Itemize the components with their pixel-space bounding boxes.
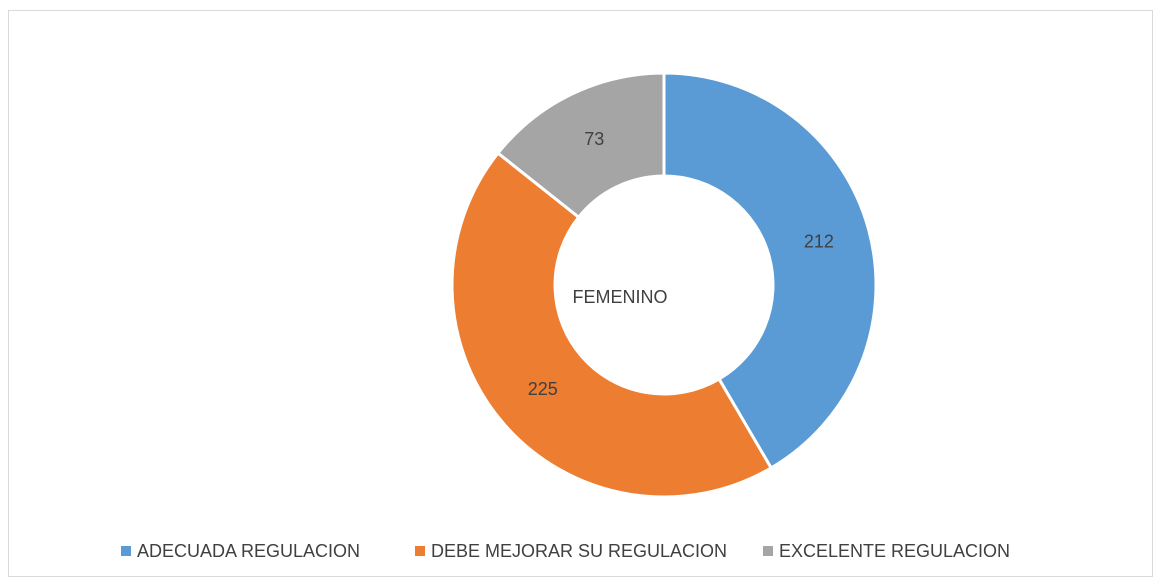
legend-label: DEBE MEJORAR SU REGULACION: [431, 541, 727, 561]
donut-segment: [450, 151, 774, 499]
legend-swatch: [415, 546, 425, 556]
legend-label: ADECUADA REGULACION: [137, 541, 360, 561]
center-label: FEMENINO: [572, 287, 667, 307]
data-label: 212: [804, 232, 834, 252]
donut-segment: [662, 71, 878, 470]
data-label: 225: [528, 379, 558, 399]
data-label: 73: [584, 129, 604, 149]
legend-label: EXCELENTE REGULACION: [779, 541, 1010, 561]
legend-swatch: [121, 546, 131, 556]
legend-swatch: [763, 546, 773, 556]
donut-segment: [495, 71, 666, 220]
